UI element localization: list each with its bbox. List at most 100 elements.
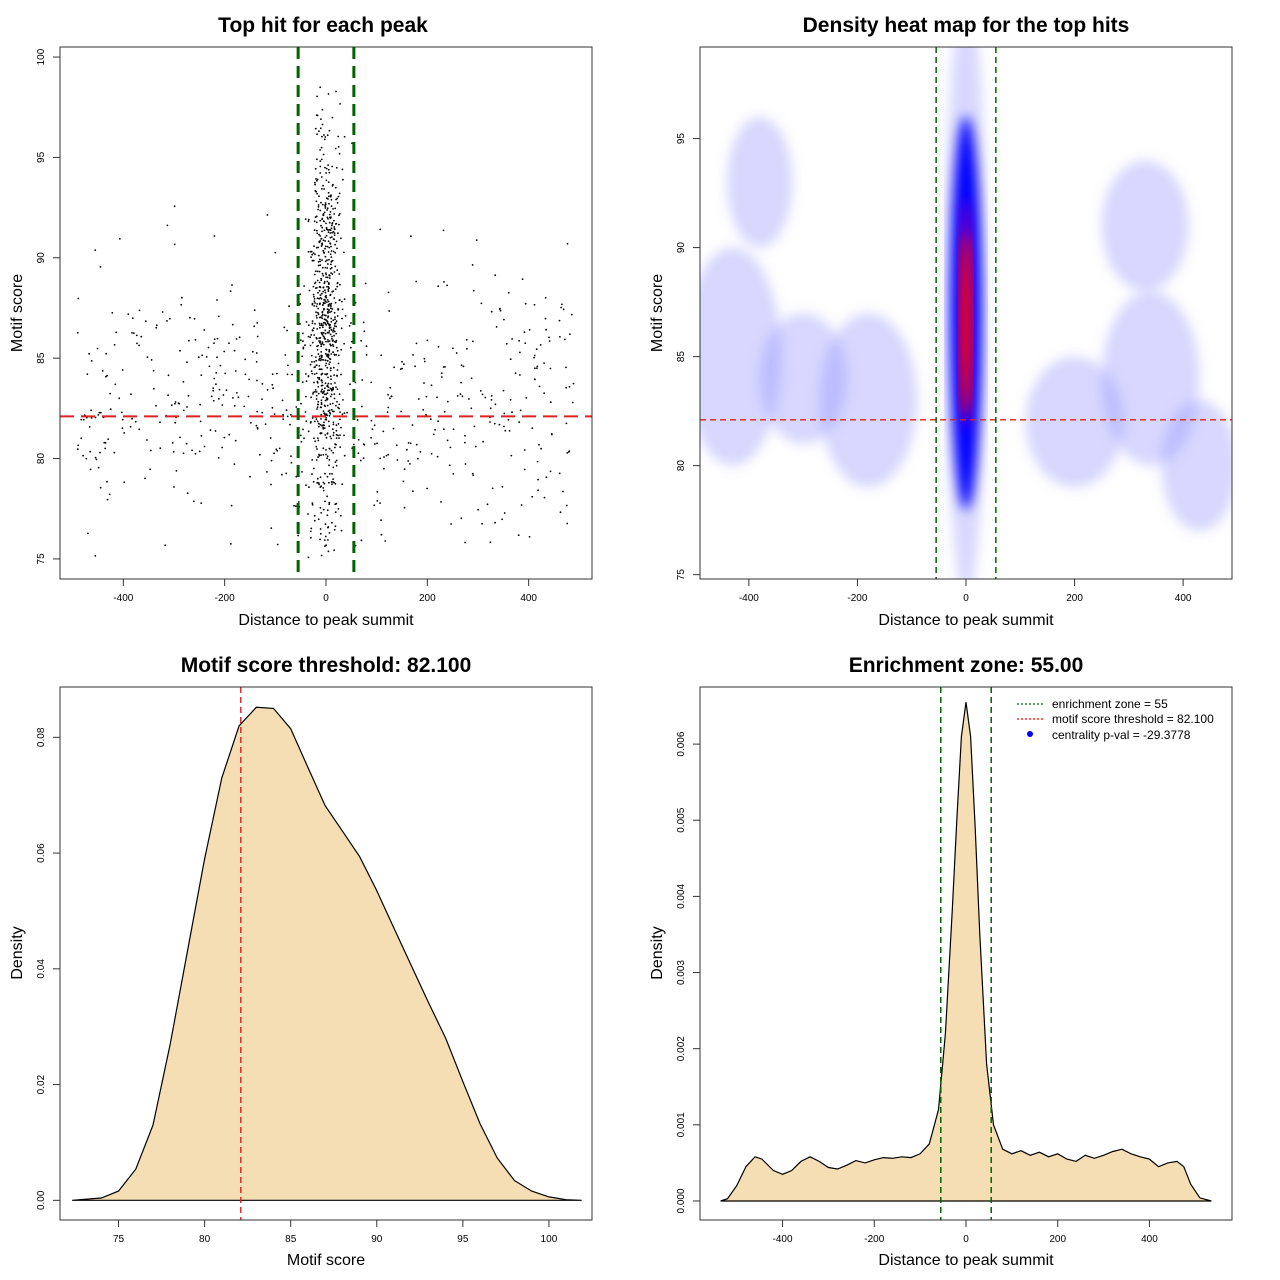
- scatter-point: [319, 219, 322, 222]
- scatter-point: [305, 321, 308, 323]
- scatter-point: [325, 319, 328, 321]
- scatter-point: [320, 224, 322, 227]
- scatter-point: [523, 331, 526, 333]
- scatter-point: [334, 265, 337, 268]
- scatter-point: [491, 487, 494, 490]
- scatter-point: [328, 501, 331, 504]
- scatter-point: [466, 348, 468, 350]
- scatter-point: [316, 376, 319, 379]
- scatter-point: [325, 172, 327, 174]
- scatter-point: [571, 401, 574, 404]
- scatter-point: [331, 402, 334, 405]
- y-tick-label: 0.002: [676, 1036, 687, 1061]
- scatter-point: [330, 393, 333, 396]
- scatter-point: [315, 418, 318, 420]
- scatter-point: [331, 165, 334, 168]
- scatter-point: [320, 322, 323, 325]
- scatter-point: [322, 184, 324, 187]
- scatter-point: [322, 343, 325, 346]
- scatter-point: [328, 411, 331, 414]
- scatter-point: [534, 378, 536, 381]
- scatter-point: [566, 452, 569, 454]
- scatter-point: [304, 344, 306, 347]
- scatter-point: [464, 541, 466, 544]
- scatter-point: [271, 406, 274, 409]
- scatter-point: [333, 213, 336, 215]
- scatter-point: [325, 436, 328, 439]
- scatter-point: [326, 331, 329, 334]
- scatter-point: [320, 401, 323, 404]
- scatter-point: [503, 425, 505, 428]
- scatter-point: [113, 343, 116, 346]
- scatter-point: [320, 238, 322, 240]
- scatter-point: [462, 365, 465, 368]
- scatter-point: [472, 474, 475, 477]
- scatter-point: [303, 285, 305, 287]
- scatter-point: [324, 399, 327, 402]
- scatter-point: [336, 369, 339, 371]
- scatter-point: [326, 384, 329, 387]
- scatter-point: [76, 448, 79, 451]
- scatter-point: [543, 392, 546, 395]
- scatter-point: [379, 457, 382, 460]
- scatter-point: [335, 404, 337, 407]
- scatter-point: [325, 413, 328, 416]
- scatter-point: [310, 334, 313, 336]
- scatter-point: [90, 360, 93, 362]
- scatter-point: [363, 330, 366, 333]
- scatter-point: [444, 366, 446, 368]
- scatter-point: [324, 166, 326, 169]
- scatter-point: [328, 464, 330, 467]
- scatter-point: [314, 253, 316, 256]
- scatter-point: [560, 306, 562, 309]
- scatter-point: [336, 269, 339, 272]
- scatter-point: [333, 219, 335, 222]
- scatter-point: [172, 451, 175, 453]
- scatter-point: [94, 456, 97, 459]
- scatter-point: [362, 321, 365, 324]
- scatter-point: [341, 308, 344, 311]
- y-tick-label: 80: [676, 460, 687, 472]
- scatter-point: [323, 211, 326, 214]
- scatter-point: [327, 191, 330, 194]
- scatter-point: [565, 422, 568, 425]
- scatter-point: [395, 444, 398, 447]
- x-tick-label: 400: [520, 593, 537, 604]
- heatmap-density: [700, 47, 1232, 579]
- x-tick-label: -400: [739, 593, 759, 604]
- scatter-point: [334, 382, 336, 384]
- scatter-point: [213, 377, 216, 380]
- heatmap-panel: Density heat map for the top hits -400 -2…: [649, 14, 1233, 629]
- scatter-point: [322, 331, 325, 334]
- scatter-point: [311, 303, 314, 306]
- scatter-point: [443, 428, 445, 430]
- scatter-point: [327, 382, 330, 385]
- scatter-point: [328, 363, 330, 365]
- scatter-point: [322, 489, 325, 492]
- scatter-point: [327, 168, 330, 171]
- scatter-point: [528, 535, 531, 538]
- scatter-point: [319, 538, 321, 541]
- scatter-point: [328, 277, 331, 279]
- scatter-point: [494, 521, 496, 524]
- scatter-point: [373, 504, 376, 507]
- scatter-point: [317, 482, 320, 484]
- scatter-point: [501, 518, 503, 521]
- scatter-point: [325, 449, 327, 451]
- scatter-point: [475, 239, 478, 242]
- scatter-point: [340, 426, 342, 429]
- scatter-point: [329, 344, 332, 347]
- scatter-point: [319, 432, 322, 435]
- scatter-point: [108, 493, 111, 496]
- scatter-point: [286, 415, 289, 418]
- scatter-point: [452, 428, 455, 431]
- heatmap-blob: [727, 116, 793, 248]
- scatter-point: [326, 276, 329, 279]
- scatter-point: [295, 406, 298, 408]
- scatter-point: [323, 252, 326, 254]
- scatter-point: [315, 364, 318, 367]
- scatter-point: [256, 426, 259, 429]
- scatter-point: [446, 284, 448, 287]
- scatter-point: [231, 284, 233, 286]
- scatter-point: [313, 514, 316, 517]
